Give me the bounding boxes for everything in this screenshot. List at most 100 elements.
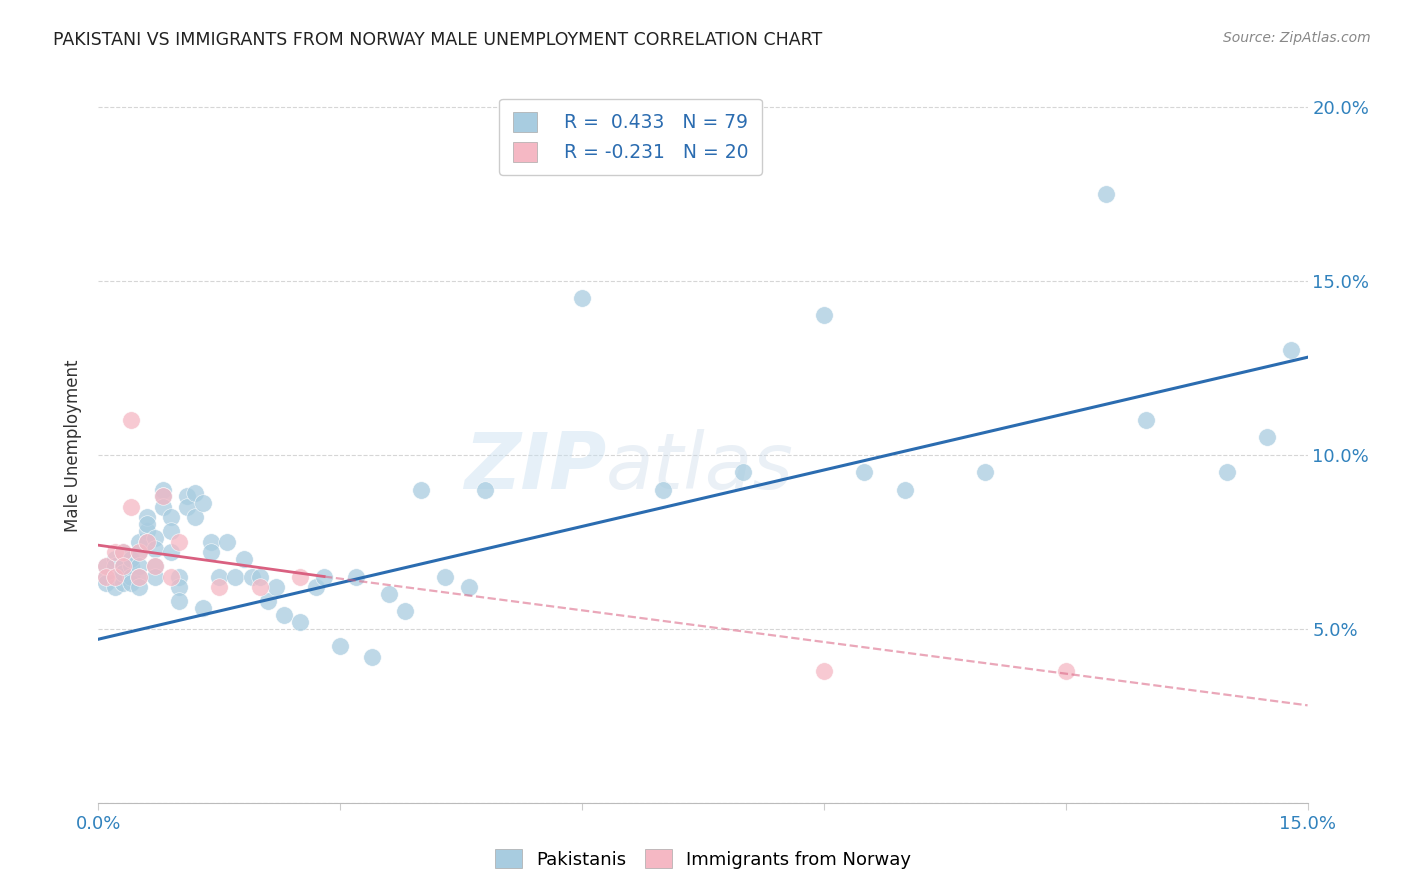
Point xyxy=(240,569,263,583)
Point xyxy=(329,639,352,653)
Point xyxy=(96,576,118,591)
Point xyxy=(111,545,134,559)
Point xyxy=(152,483,174,497)
Point xyxy=(853,465,876,479)
Point xyxy=(111,545,134,559)
Point xyxy=(217,534,239,549)
Point xyxy=(103,569,125,583)
Point xyxy=(111,559,134,574)
Point xyxy=(288,569,311,583)
Point xyxy=(167,534,190,549)
Text: Source: ZipAtlas.com: Source: ZipAtlas.com xyxy=(1223,31,1371,45)
Point xyxy=(167,594,190,608)
Point xyxy=(167,580,190,594)
Point xyxy=(111,576,134,591)
Point xyxy=(200,534,222,549)
Point xyxy=(305,580,328,594)
Point xyxy=(1256,430,1278,444)
Point xyxy=(193,496,215,510)
Point xyxy=(377,587,399,601)
Point xyxy=(176,490,198,504)
Point xyxy=(135,524,157,539)
Point xyxy=(651,483,673,497)
Point xyxy=(111,569,134,583)
Point xyxy=(200,545,222,559)
Point xyxy=(128,559,150,574)
Point xyxy=(193,600,215,615)
Point xyxy=(208,580,231,594)
Point xyxy=(143,569,166,583)
Point xyxy=(111,559,134,574)
Point xyxy=(103,580,125,594)
Point xyxy=(103,559,125,574)
Point xyxy=(264,580,287,594)
Point xyxy=(128,534,150,549)
Point xyxy=(143,559,166,574)
Point xyxy=(733,465,755,479)
Point xyxy=(120,569,142,583)
Point xyxy=(135,517,157,532)
Point xyxy=(394,604,416,618)
Point xyxy=(160,545,183,559)
Point xyxy=(135,510,157,524)
Point xyxy=(167,569,190,583)
Point xyxy=(120,500,142,514)
Point xyxy=(288,615,311,629)
Point xyxy=(232,552,254,566)
Point xyxy=(128,569,150,583)
Point xyxy=(256,594,278,608)
Point xyxy=(1281,343,1303,358)
Point xyxy=(184,486,207,500)
Point xyxy=(96,559,118,574)
Point xyxy=(344,569,367,583)
Text: ZIP: ZIP xyxy=(464,429,606,506)
Point xyxy=(893,483,915,497)
Text: atlas: atlas xyxy=(606,429,794,506)
Point xyxy=(160,524,183,539)
Point xyxy=(111,566,134,580)
Point xyxy=(314,569,336,583)
Point xyxy=(1135,413,1157,427)
Point xyxy=(143,531,166,545)
Point xyxy=(176,500,198,514)
Point xyxy=(96,569,118,583)
Point xyxy=(458,580,481,594)
Point xyxy=(128,580,150,594)
Point xyxy=(103,552,125,566)
Point xyxy=(160,569,183,583)
Point xyxy=(128,569,150,583)
Point xyxy=(224,569,246,583)
Point xyxy=(152,490,174,504)
Point xyxy=(120,552,142,566)
Point xyxy=(135,534,157,549)
Point xyxy=(813,309,835,323)
Point xyxy=(1216,465,1239,479)
Point xyxy=(103,569,125,583)
Point xyxy=(474,483,496,497)
Point xyxy=(152,500,174,514)
Point xyxy=(249,569,271,583)
Point xyxy=(120,413,142,427)
Point xyxy=(120,559,142,574)
Point xyxy=(96,559,118,574)
Point xyxy=(974,465,997,479)
Point xyxy=(152,490,174,504)
Point xyxy=(143,541,166,556)
Point xyxy=(135,534,157,549)
Point xyxy=(96,569,118,583)
Point xyxy=(434,569,457,583)
Point xyxy=(184,510,207,524)
Point xyxy=(128,545,150,559)
Point xyxy=(813,664,835,678)
Point xyxy=(1054,664,1077,678)
Point xyxy=(273,607,295,622)
Y-axis label: Male Unemployment: Male Unemployment xyxy=(65,359,83,533)
Point xyxy=(409,483,432,497)
Point xyxy=(361,649,384,664)
Point xyxy=(120,576,142,591)
Point xyxy=(160,510,183,524)
Point xyxy=(103,545,125,559)
Point xyxy=(208,569,231,583)
Point xyxy=(143,559,166,574)
Point xyxy=(1095,186,1118,201)
